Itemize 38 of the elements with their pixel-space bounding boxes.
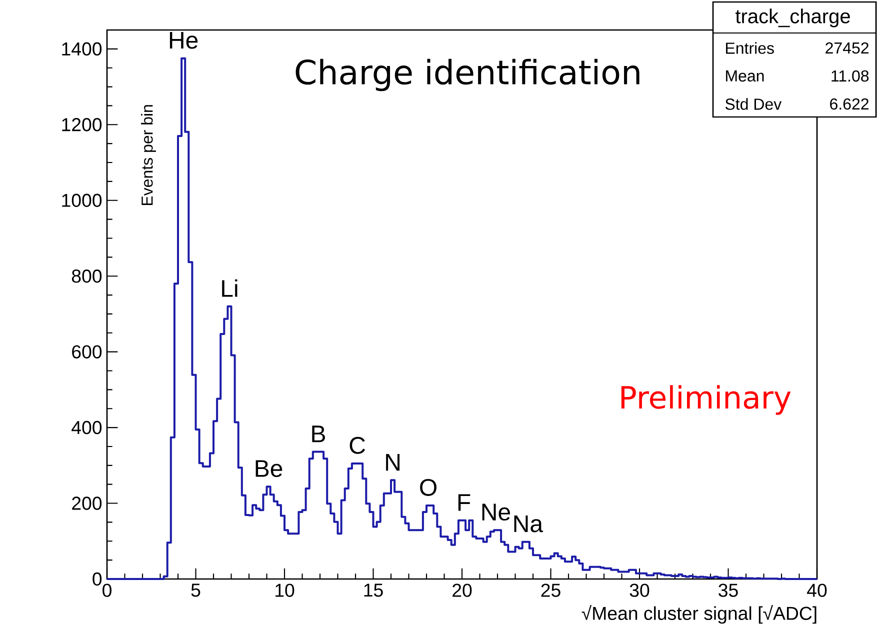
x-axis-title: √Mean cluster signal [√ADC] (582, 605, 816, 624)
x-tick-label: 20 (452, 584, 472, 597)
y-tick-label: 1400 (62, 42, 102, 56)
x-tick-label: 35 (718, 584, 738, 597)
annotation: He (170, 32, 198, 49)
x-tick-label: 15 (364, 584, 383, 597)
annotation: N (386, 454, 400, 471)
text: 6.622 (830, 98, 868, 110)
text: track_charge (735, 8, 850, 28)
y-tick-label: 0 (92, 572, 102, 586)
y-tick-label: 1000 (62, 194, 102, 207)
x-tick-label: 25 (541, 584, 560, 597)
annotation: O (420, 478, 436, 496)
annotation: Na (514, 516, 544, 532)
x-tick-label: 5 (191, 584, 200, 597)
y-tick-label: 600 (72, 345, 102, 358)
annotation: Std Dev (725, 98, 782, 110)
annotation: Entries (726, 42, 774, 54)
text: 27452 (826, 42, 868, 54)
x-tick-label: 40 (807, 584, 827, 597)
x-tick-label: 0 (102, 584, 112, 597)
text: 11.08 (832, 70, 869, 82)
y-tick-label: 1200 (62, 118, 102, 132)
y-tick-label: 800 (72, 269, 102, 283)
annotation: C (350, 436, 366, 454)
annotation: Li (222, 279, 238, 297)
annotation: Be (256, 460, 282, 478)
annotation: Mean (726, 70, 764, 82)
annotation: Preliminary (621, 385, 791, 415)
x-tick-label: 30 (630, 584, 650, 597)
y-axis-title: Events per bin (141, 105, 156, 206)
annotation: F (458, 494, 470, 511)
annotation: Ne (482, 504, 510, 521)
text: Charge identification (296, 58, 640, 92)
annotation: B (312, 426, 325, 442)
y-tick-label: 400 (72, 420, 102, 434)
y-tick-label: 200 (72, 496, 102, 510)
x-tick-label: 10 (276, 584, 294, 597)
